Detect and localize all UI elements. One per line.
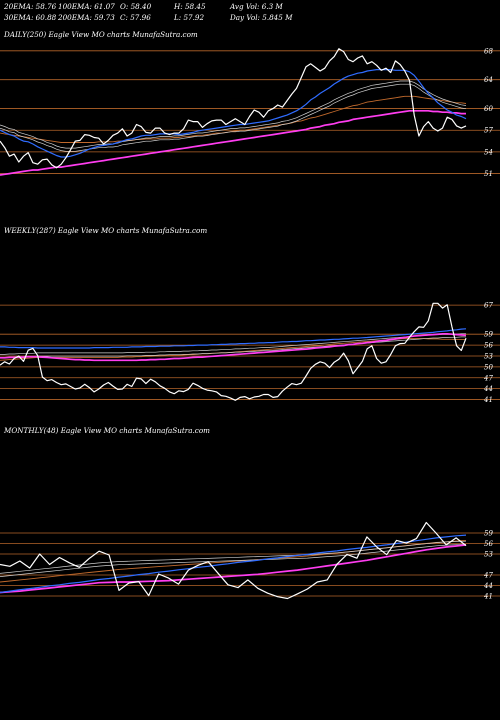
ema-slow-line xyxy=(0,109,466,176)
header-stat: Avg Vol: 6.3 M xyxy=(229,2,283,11)
y-tick-label: 59 xyxy=(484,331,493,339)
y-tick-label: 41 xyxy=(483,396,493,404)
y-tick-label: 54 xyxy=(484,148,493,156)
ema-mid-line xyxy=(0,83,467,152)
y-tick-label: 41 xyxy=(483,593,493,601)
header-stat: 20EMA: 58.76 xyxy=(3,2,57,11)
header-stat: Day Vol: 5.845 M xyxy=(229,13,293,22)
ema-orange-line xyxy=(0,95,467,143)
y-tick-label: 64 xyxy=(484,76,493,84)
y-tick-label: 60 xyxy=(484,105,493,113)
header-stat: O: 58.40 xyxy=(120,2,152,11)
ema-fast-line xyxy=(0,534,467,594)
panel-title: WEEKLY(287) Eagle View MO charts MunafaS… xyxy=(4,226,207,235)
price-line xyxy=(0,521,467,600)
y-tick-label: 50 xyxy=(484,363,493,371)
y-tick-label: 51 xyxy=(484,170,493,178)
ema-slow-line xyxy=(0,332,467,362)
y-tick-label: 44 xyxy=(483,385,493,393)
ema-mid-line xyxy=(0,80,467,149)
y-tick-label: 53 xyxy=(484,352,493,360)
y-tick-label: 68 xyxy=(484,47,493,55)
y-tick-label: 56 xyxy=(484,342,493,350)
y-tick-label: 67 xyxy=(484,302,493,310)
ema-mid-line xyxy=(0,336,466,358)
y-tick-label: 57 xyxy=(484,127,493,135)
y-tick-label: 47 xyxy=(483,572,493,580)
ema-mid-line xyxy=(0,540,467,574)
y-tick-label: 44 xyxy=(483,582,493,590)
header-stat: 30EMA: 60.88 xyxy=(4,13,57,22)
daily-panel: DAILY(250) Eagle View MO charts MunafaSu… xyxy=(0,30,500,178)
panel-title: MONTHLY(48) Eagle View MO charts MunafaS… xyxy=(3,426,210,435)
y-tick-label: 59 xyxy=(484,530,493,538)
weekly-panel: WEEKLY(287) Eagle View MO charts MunafaS… xyxy=(0,226,500,404)
y-tick-label: 53 xyxy=(484,551,493,559)
price-line xyxy=(0,302,467,401)
ema-mid-line xyxy=(0,333,466,355)
ema-slow-line xyxy=(0,544,467,594)
ema-fast-line xyxy=(0,328,467,349)
panel-title: DAILY(250) Eagle View MO charts MunafaSu… xyxy=(3,30,198,39)
monthly-panel: MONTHLY(48) Eagle View MO charts MunafaS… xyxy=(0,426,500,601)
y-tick-label: 47 xyxy=(483,374,493,382)
header-stat: L: 57.92 xyxy=(173,13,204,22)
header-stat: 100EMA: 61.07 xyxy=(58,2,115,11)
ema-mid-line xyxy=(0,544,467,577)
y-tick-label: 56 xyxy=(484,540,493,548)
price-line xyxy=(0,48,467,169)
header-stats: 20EMA: 58.76 100EMA: 61.07 O: 58.40 H: 58.4… xyxy=(3,2,293,22)
header-stat: H: 58.45 xyxy=(173,2,206,11)
header-stat: 200EMA: 59.73 xyxy=(57,13,115,22)
header-stat: C: 57.96 xyxy=(120,13,151,22)
